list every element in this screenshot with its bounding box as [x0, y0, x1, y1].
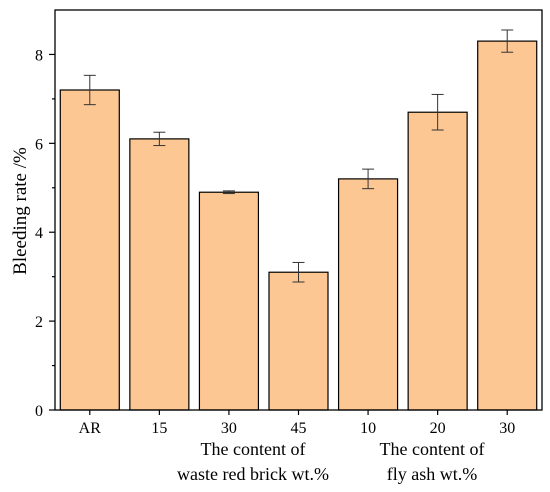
group-label-flyash-line2: fly ash wt.%	[387, 464, 477, 484]
bar-3	[268, 271, 329, 411]
bar-0	[59, 89, 120, 411]
x-tick-label-0: AR	[79, 420, 102, 437]
error-bar-2	[222, 190, 235, 195]
bar-5	[407, 111, 468, 411]
y-axis: 0 2 4 6 8	[35, 47, 55, 420]
x-tick-label-6: 30	[499, 420, 515, 437]
x-tick-label-2: 30	[221, 420, 237, 437]
group-label-brick-line1: The content of	[201, 439, 306, 459]
group-label-brick-line2: waste red brick wt.%	[177, 464, 329, 484]
x-axis: AR 15 30 45 10 20 30	[79, 410, 515, 437]
error-bar-0	[83, 74, 96, 106]
y-axis-title: Bleeding rate /%	[10, 147, 31, 275]
x-tick-label-4: 10	[360, 420, 376, 437]
x-tick-label-3: 45	[291, 420, 307, 437]
error-bar-4	[362, 168, 375, 190]
y-tick-label-6: 6	[35, 136, 43, 153]
bar-2	[198, 191, 260, 411]
error-bars-layer	[83, 29, 514, 283]
y-tick-label-8: 8	[35, 47, 43, 64]
y-tick-label-0: 0	[35, 403, 43, 420]
group-label-flyash-line1: The content of	[380, 439, 485, 459]
bars-layer	[59, 40, 538, 411]
bar-1	[129, 138, 190, 411]
y-tick-label-4: 4	[35, 225, 43, 242]
bar-4	[337, 178, 399, 411]
error-bar-1	[153, 131, 166, 147]
x-tick-label-5: 20	[430, 420, 446, 437]
x-tick-label-1: 15	[151, 420, 167, 437]
y-tick-label-2: 2	[35, 314, 43, 331]
error-bar-5	[431, 93, 444, 131]
bar-6	[477, 40, 538, 411]
error-bar-3	[292, 261, 305, 283]
group-labels: The content of waste red brick wt.% The …	[177, 439, 484, 484]
error-bar-6	[501, 29, 514, 53]
